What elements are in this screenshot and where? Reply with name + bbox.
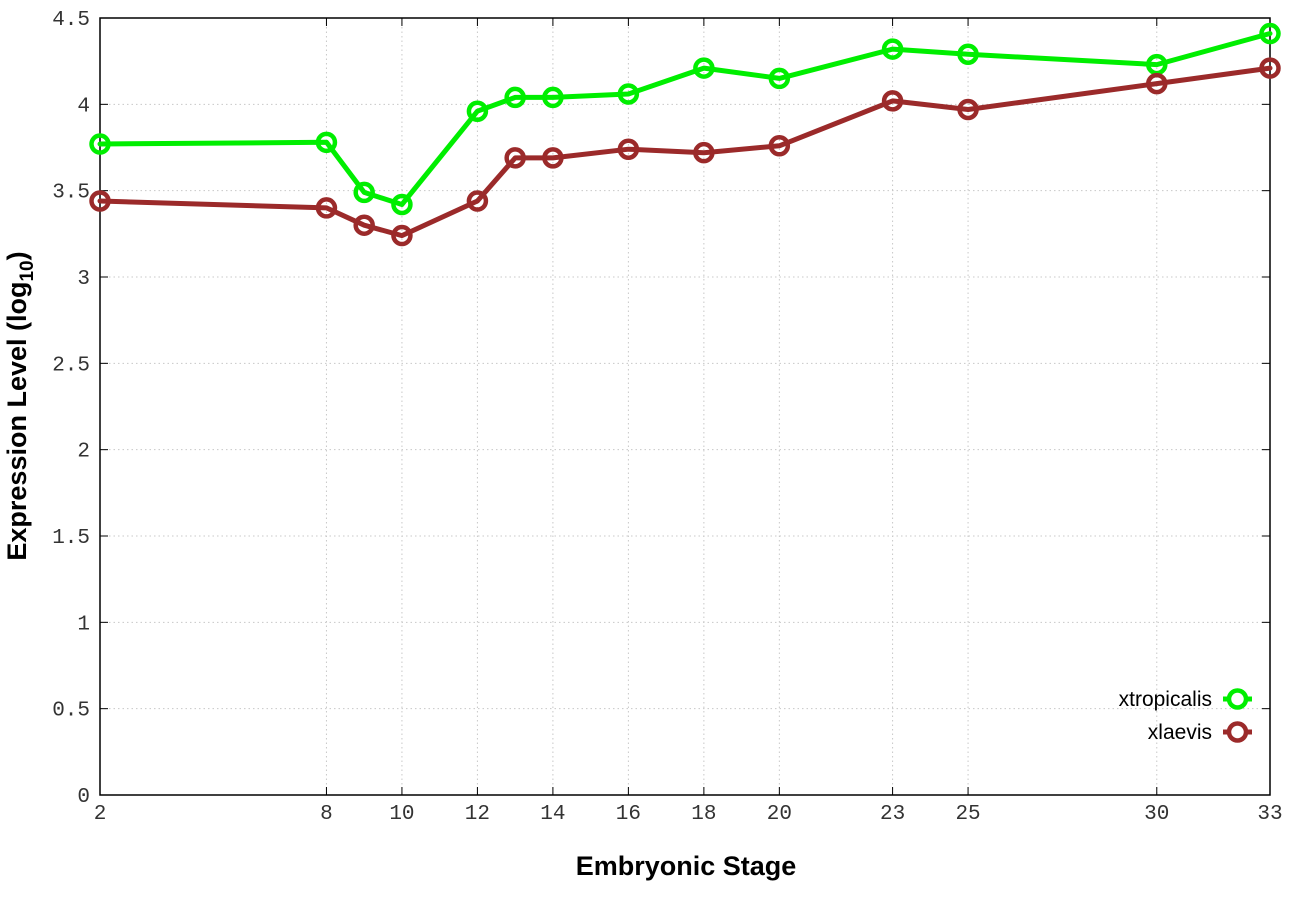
data-point [881,38,904,60]
y-tick-label: 4.5 [52,9,90,32]
series-xlaevis [89,57,1281,247]
legend-swatch-marker [1226,688,1249,710]
data-point [542,86,564,109]
data-point [1259,22,1281,45]
y-tick-label: 2 [77,441,90,464]
data-point [542,147,564,169]
axis-ticks: 0 0.5 1 1.5 2 2.5 3 3.5 4 4.5 2 8 10 12 14 16 18 20 23 25 30… [52,9,1282,826]
y-tick-label: 2.5 [52,354,90,377]
legend-swatch-marker [1226,721,1249,743]
y-tick-label: 3 [77,268,90,291]
x-tick-label: 8 [320,803,333,826]
data-point [957,43,979,66]
data-point [1259,57,1281,79]
data-point [466,100,489,122]
data-point [89,133,111,155]
x-tick-label: 16 [616,803,641,826]
y-tick-label: 4 [77,95,90,118]
data-point [89,190,111,212]
data-point [315,197,338,219]
x-tick-label: 10 [389,803,414,826]
y-tick-label: 0 [77,786,90,809]
data-point [693,141,715,164]
plot-frame [99,17,1271,796]
data-point [391,224,413,247]
data-point [693,57,715,79]
x-tick-label: 30 [1144,803,1169,826]
x-axis-title: Embryonic Stage [576,851,797,881]
grid-lines [100,18,1270,795]
x-tick-label: 25 [955,803,980,826]
x-tick-label: 23 [880,803,905,826]
y-axis-title-close: ) [2,251,32,260]
x-tick-label: 14 [540,803,565,826]
y-axis-title-subscript: 10 [17,260,38,281]
x-tick-label: 2 [94,803,107,826]
legend-entry: xlaevis [1148,721,1252,744]
x-tick-label: 12 [465,803,490,826]
y-tick-label: 1 [77,613,90,636]
x-tick-label: 18 [691,803,716,826]
data-point [881,90,904,112]
y-tick-label: 3.5 [52,182,90,205]
data-point [353,214,375,236]
series-xtropicalis [89,22,1281,216]
data-point [504,147,526,169]
legend: xtropicalis xlaevis [1119,688,1252,744]
y-axis-title: Expression Level (log10) [2,251,38,560]
legend-label: xlaevis [1148,721,1212,744]
data-point [617,83,640,105]
y-tick-label: 1.5 [52,527,90,550]
data-point [1146,72,1168,95]
legend-label: xtropicalis [1119,688,1212,711]
x-tick-label: 20 [767,803,792,826]
x-tick-label: 33 [1257,803,1282,826]
data-point [504,86,526,109]
series-line [97,31,1273,207]
data-point [391,193,413,216]
data-point [617,138,640,160]
series-line [97,65,1273,239]
data-point [315,131,338,154]
data-point [957,98,979,121]
y-axis-title-main: Expression Level (log [2,282,32,561]
y-tick-label: 0.5 [52,700,90,723]
data-point [768,135,791,157]
data-point [466,190,489,212]
data-point [353,181,375,204]
legend-entry: xtropicalis [1119,688,1252,711]
data-point [768,67,791,90]
series-layer [89,22,1281,247]
